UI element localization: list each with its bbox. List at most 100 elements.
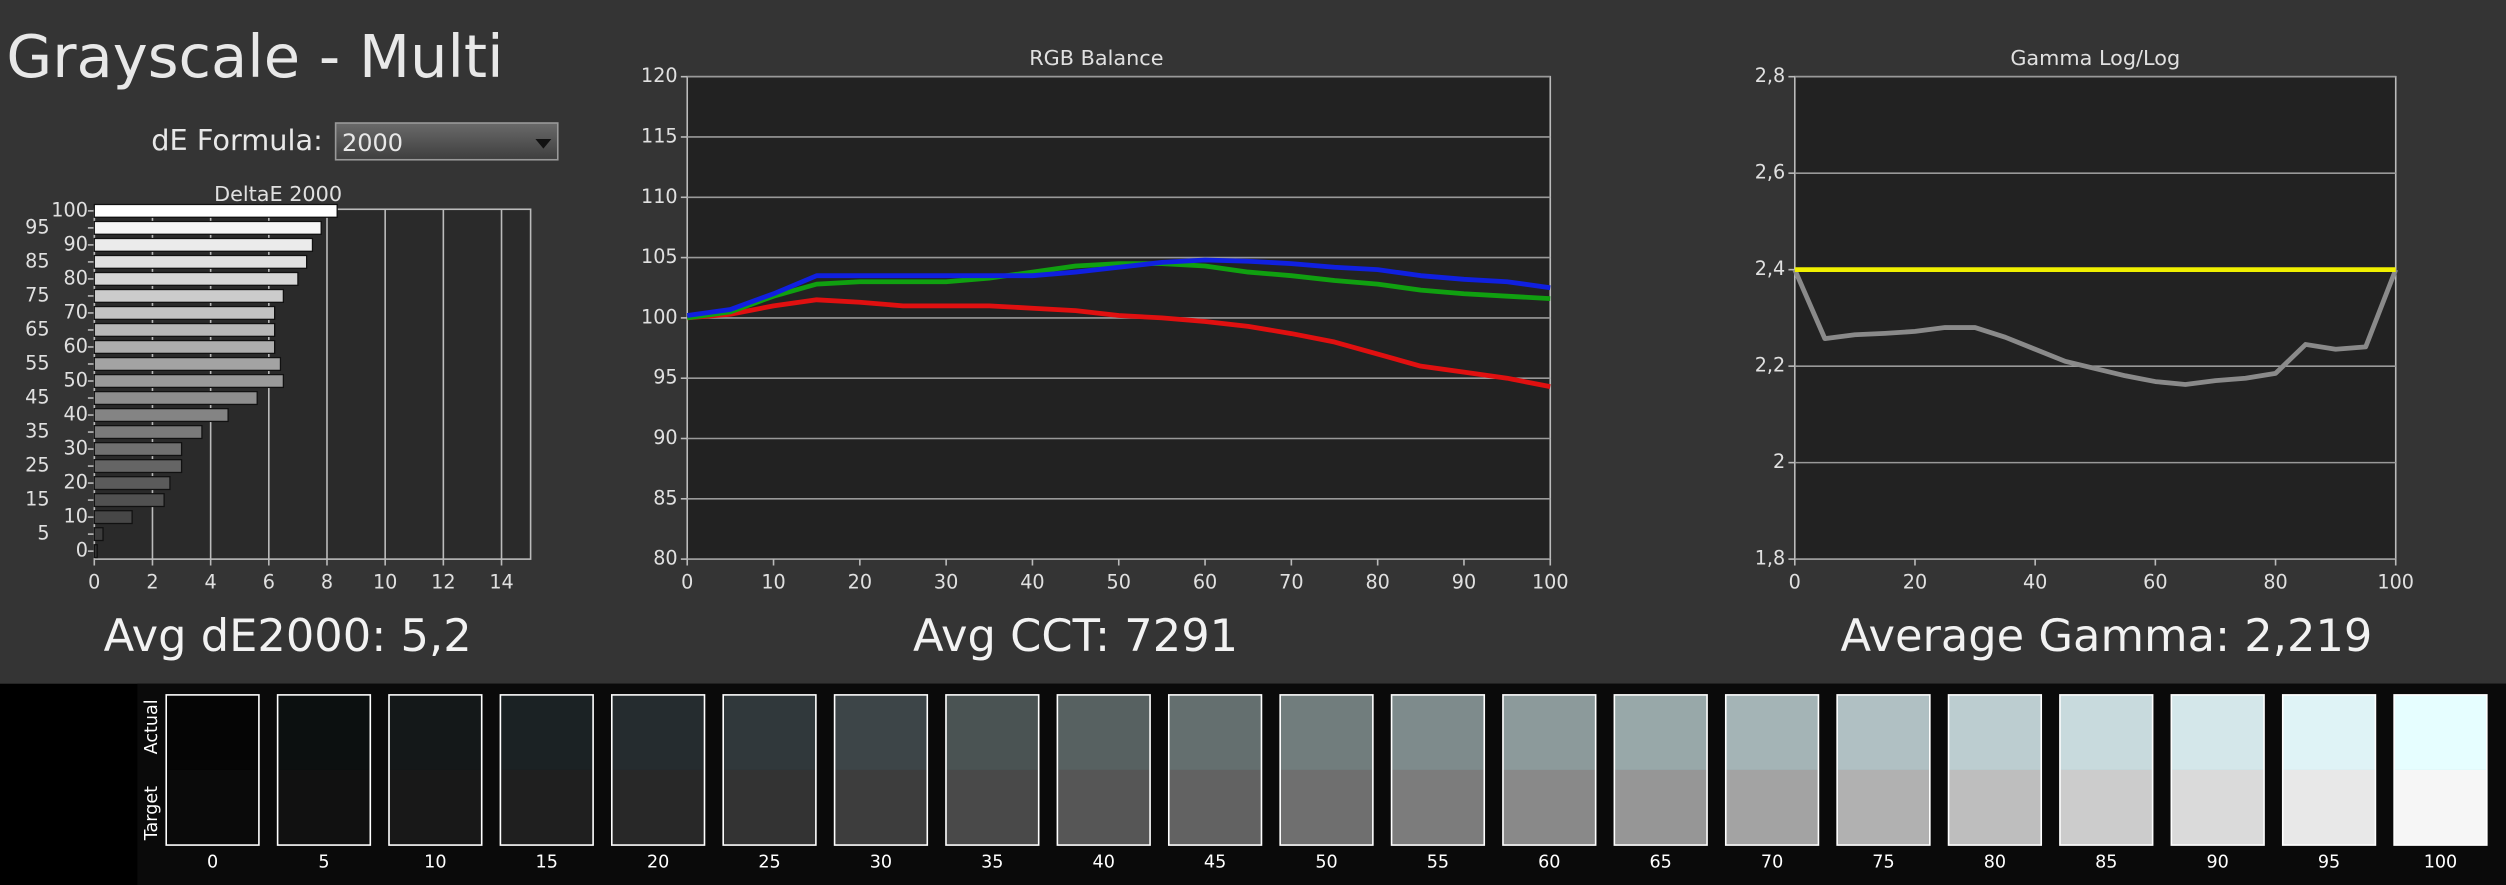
swatch-target [1725, 769, 1819, 846]
y-tick-label: 50 [64, 369, 88, 392]
swatch-label: 85 [2095, 853, 2117, 873]
swatch-border [1947, 694, 2043, 846]
swatch-border [1167, 694, 1263, 846]
summary: Avg dE2000: 5,2 [104, 609, 472, 662]
y-tick-label: 85 [25, 249, 49, 272]
y-tick-label: 105 [641, 245, 678, 268]
y-tick-label: 100 [51, 198, 88, 221]
y-tick-label: 0 [76, 539, 88, 562]
swatch-target [834, 769, 928, 846]
swatch-target [723, 769, 816, 846]
y-tick-label: 2 [1773, 450, 1785, 473]
y-tick-label: 35 [25, 420, 49, 443]
y-tick-label: 110 [641, 185, 678, 208]
series-line [686, 257, 1551, 318]
y-tick-label: 95 [25, 215, 49, 238]
dropdown-value[interactable]: 2000 [342, 129, 403, 157]
swatch-target [277, 769, 371, 846]
bar [93, 288, 285, 303]
swatch-actual [166, 694, 259, 770]
actual-label: Actual [142, 699, 162, 754]
x-tick-label: 70 [1279, 571, 1303, 594]
y-tick-label: 100 [641, 305, 678, 328]
x-tick-label: 0 [88, 571, 100, 594]
bar [93, 271, 299, 286]
swatch-actual [1725, 694, 1819, 770]
x-tick-label: 20 [848, 571, 872, 594]
y-tick-label: 5 [37, 522, 49, 545]
y-tick-label: 2,6 [1755, 161, 1785, 184]
swatch-actual [1057, 694, 1151, 770]
swatch-target [1391, 769, 1485, 846]
bar [93, 407, 229, 423]
swatch-actual [1280, 694, 1373, 770]
swatch-border [1502, 694, 1597, 846]
x-tick-label: 0 [1789, 571, 1801, 594]
x-tick-label: 100 [2377, 571, 2414, 594]
bar [93, 203, 338, 218]
y-tick-label: 2,4 [1755, 257, 1785, 280]
swatch-actual [2171, 694, 2265, 770]
bar [93, 442, 183, 457]
swatch-actual [1837, 694, 1930, 770]
y-tick-label: 40 [64, 403, 88, 426]
x-tick-label: 100 [1532, 571, 1569, 594]
x-tick-label: 6 [263, 571, 275, 594]
x-tick-label: 0 [681, 571, 693, 594]
x-tick-label: 60 [1193, 571, 1217, 594]
y-tick-label: 1,8 [1755, 547, 1785, 570]
bar [93, 322, 276, 337]
x-tick-label: 80 [1365, 571, 1389, 594]
swatch-actual [723, 694, 816, 770]
x-tick-label: 80 [2263, 571, 2287, 594]
x-tick-label: 12 [431, 571, 455, 594]
swatch-target [1168, 769, 1262, 846]
swatch-label: 20 [647, 853, 669, 873]
swatch-border [1836, 694, 1931, 846]
swatch-target [945, 769, 1039, 846]
dropdown-arrow[interactable] [535, 138, 552, 149]
y-tick-label: 45 [25, 386, 49, 409]
formula-dropdown[interactable]: 2000 [334, 122, 559, 161]
swatch-border [722, 694, 817, 846]
y-tick-label: 85 [653, 486, 677, 509]
y-tick-label: 80 [653, 547, 677, 570]
dropdown-box[interactable] [334, 122, 559, 161]
x-tick-label: 20 [1903, 571, 1927, 594]
y-tick-label: 15 [25, 488, 49, 511]
y-tick-label: 2,8 [1755, 64, 1785, 87]
bar [93, 544, 98, 559]
series-line [687, 297, 1551, 389]
swatch-actual [2394, 694, 2487, 770]
bar [93, 390, 258, 406]
swatch-border [1724, 694, 1820, 846]
x-tick-label: 40 [1020, 571, 1044, 594]
swatch-target [1837, 769, 1930, 846]
swatch-target [611, 769, 705, 846]
x-tick-label: 10 [373, 571, 397, 594]
swatch-target [1948, 769, 2042, 846]
x-tick-label: 50 [1107, 571, 1131, 594]
swatch-border [1279, 694, 1374, 846]
x-tick-label: 10 [761, 571, 785, 594]
y-tick-label: 10 [64, 505, 88, 528]
swatch-actual [1502, 694, 1596, 770]
swatch-border [2281, 694, 2377, 846]
swatch-label: 60 [1538, 853, 1560, 873]
swatch-target [1057, 769, 1151, 846]
bar [93, 220, 322, 235]
swatch-border [2170, 694, 2265, 846]
y-tick-label: 2,2 [1755, 354, 1785, 377]
swatch-actual [945, 694, 1039, 770]
swatch-label: 0 [207, 853, 218, 873]
formula-label: dE Formula: [151, 123, 323, 157]
swatch-actual [1391, 694, 1485, 770]
bar [93, 356, 282, 372]
swatch-label: 15 [536, 853, 558, 873]
swatch-actual [500, 694, 594, 770]
swatch-border [499, 694, 594, 846]
swatch-actual [2059, 694, 2153, 770]
swatch-border [2059, 694, 2154, 846]
swatch-border [1613, 694, 1708, 846]
swatch-target [2282, 769, 2376, 846]
